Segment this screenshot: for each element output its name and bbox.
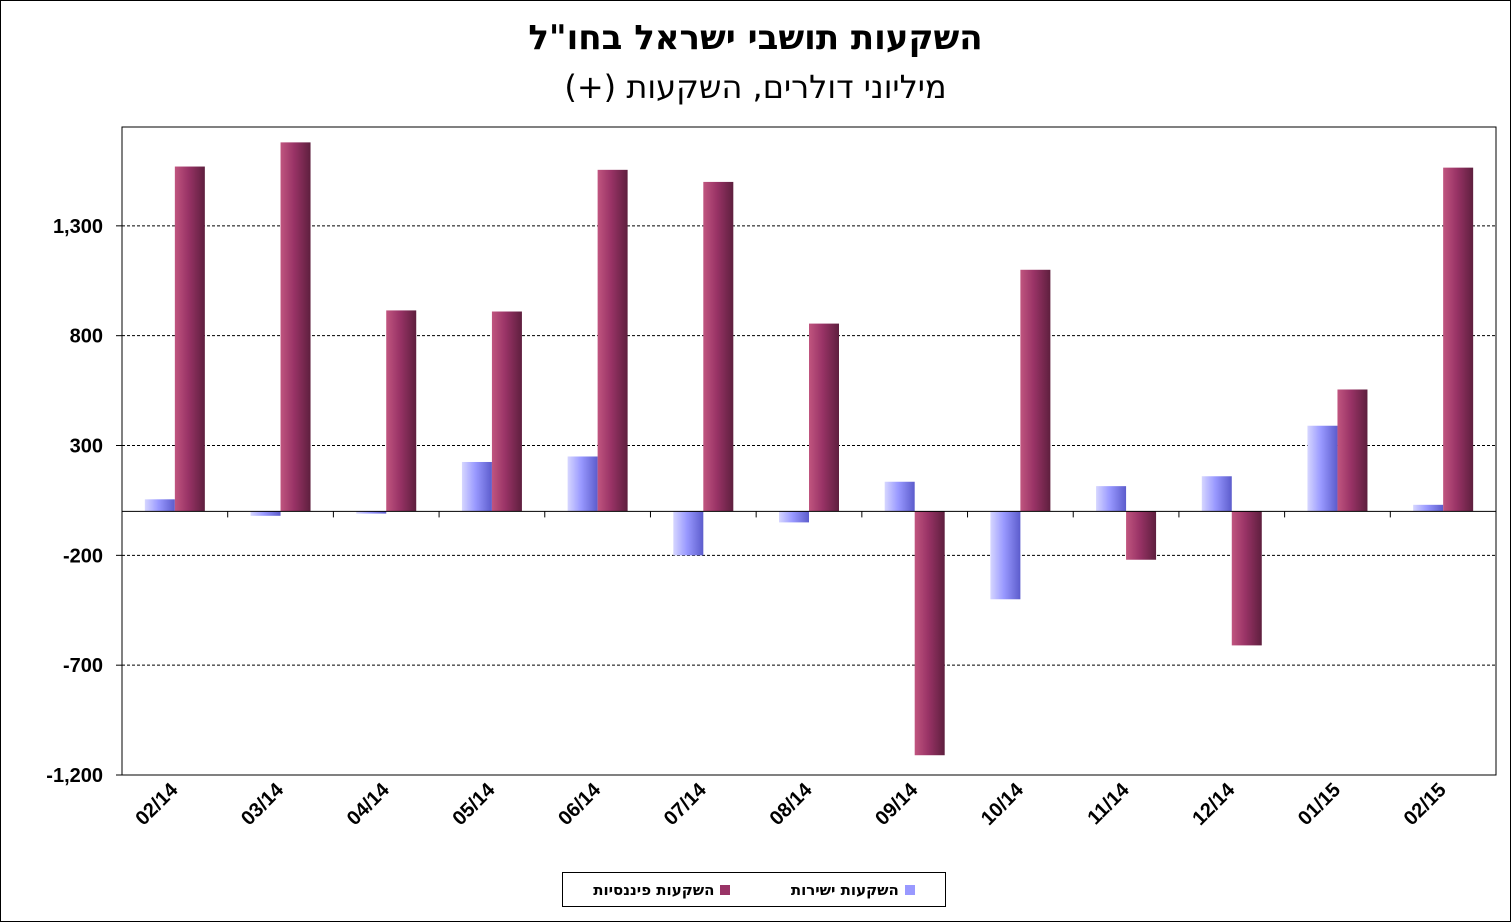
bar-direct [250, 511, 281, 516]
bar-direct [461, 461, 492, 512]
x-tick-label: 09/14 [871, 778, 923, 830]
x-tick-label: 05/14 [449, 778, 501, 830]
bar-direct [779, 511, 809, 523]
legend-item-financial: השקעות פיננסיות [593, 880, 731, 899]
y-tick-label: -200 [63, 545, 103, 567]
bar-financial [1020, 269, 1051, 512]
bar-direct [1096, 486, 1127, 512]
legend-label-direct: השקעות ישירות [790, 880, 899, 899]
bar-financial [809, 323, 839, 512]
bar-direct [1201, 476, 1232, 512]
y-tick-label: -700 [63, 655, 103, 677]
bar-direct [1307, 425, 1338, 512]
legend-swatch-financial [720, 884, 731, 895]
bar-financial [914, 511, 945, 756]
bar-financial [1126, 511, 1157, 560]
x-tick-label: 08/14 [766, 778, 818, 830]
bar-financial [491, 311, 522, 512]
x-tick-label: 02/14 [131, 778, 183, 830]
bar-financial [280, 142, 311, 512]
legend-item-direct: השקעות ישירות [791, 881, 915, 899]
x-tick-label: 12/14 [1188, 778, 1240, 830]
axes [116, 126, 1497, 776]
bar-direct [567, 456, 598, 512]
bars [144, 142, 1474, 756]
bar-direct [884, 481, 915, 512]
legend-swatch-direct [904, 884, 915, 895]
bar-direct [1413, 504, 1444, 512]
legend: השקעות ישירות השקעות פיננסיות [562, 872, 946, 907]
x-tick-label: 01/15 [1294, 779, 1345, 830]
plot-area-border [121, 126, 1497, 776]
bar-direct [144, 499, 175, 512]
bar-direct [356, 511, 387, 514]
legend-label-financial: השקעות פיננסיות [593, 880, 715, 899]
bar-direct [990, 511, 1021, 600]
x-tick-label: 11/14 [1083, 778, 1134, 829]
y-tick-label: -1,200 [46, 765, 103, 787]
x-tick-label: 04/14 [343, 778, 395, 830]
x-tick-label: 06/14 [554, 778, 606, 830]
bar-financial [597, 169, 628, 512]
bar-financial [703, 181, 734, 512]
chart-subtitle: מיליוני דולרים, השקעות (+) [564, 68, 947, 106]
x-tick-label: 02/15 [1400, 779, 1451, 830]
chart-title: השקעות תושבי ישראל בחו"ל [528, 18, 983, 58]
bar-financial [1443, 167, 1474, 512]
y-tick-label: 300 [70, 436, 103, 458]
bar-financial [386, 310, 417, 512]
x-tick-label: 10/14 [977, 778, 1029, 830]
y-tick-labels: 1,300 800 300 -200 -700 -1,200 [46, 216, 103, 787]
bar-financial [1231, 511, 1262, 646]
x-tick-label: 07/14 [660, 778, 712, 830]
x-tick-label: 03/14 [237, 778, 289, 830]
y-tick-label: 1,300 [53, 216, 103, 238]
bar-direct [673, 511, 704, 556]
bar-financial [174, 166, 205, 512]
x-tick-labels: 02/14 03/14 04/14 05/14 06/14 07/14 08/14 09/14… [131, 778, 1450, 830]
bar-financial [1337, 389, 1368, 512]
y-tick-label: 800 [70, 326, 103, 348]
